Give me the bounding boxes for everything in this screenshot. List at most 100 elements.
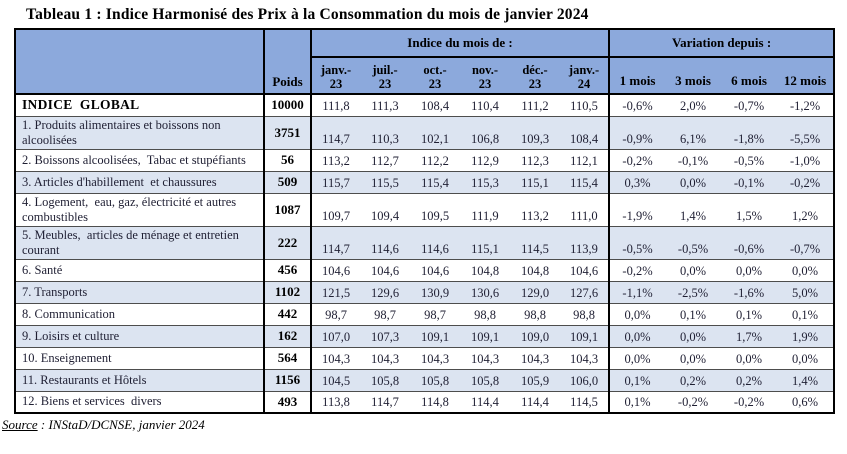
index-value: 114,4 (521, 395, 549, 409)
table-row: 5. Meubles, articles de ménage et entret… (15, 226, 835, 259)
index-value: 114,8 (421, 395, 449, 409)
variation-value: 0,0% (624, 307, 651, 322)
index-value: 113,8 (322, 395, 350, 409)
index-value: 109,0 (510, 325, 560, 347)
index-value: 98,7 (374, 307, 396, 322)
index-value: 110,3 (360, 116, 410, 149)
index-value: 104,3 (370, 351, 400, 366)
row-label: 3. Articles d'habillement et chaussures (15, 171, 265, 193)
index-value: 109,1 (560, 325, 611, 347)
index-value: 113,2 (322, 153, 350, 168)
variation-value: -0,1% (721, 171, 778, 193)
variation-value: 0,1% (736, 307, 763, 322)
variation-value: -5,5% (777, 116, 835, 149)
index-value: 105,8 (410, 369, 460, 391)
row-label: INDICE GLOBAL (15, 94, 265, 116)
variation-value: -0,2% (622, 153, 653, 168)
variation-value: -0,9% (609, 116, 666, 149)
row-label: 4. Logement, eau, gaz, électricité et au… (15, 193, 265, 226)
variation-column-header: 12 mois (777, 57, 835, 94)
index-value: 112,2 (421, 153, 449, 168)
index-value: 115,7 (311, 171, 360, 193)
index-value: 111,0 (560, 193, 611, 226)
index-value: 115,5 (360, 171, 410, 193)
variation-column-header: 3 mois (665, 57, 722, 94)
variation-value: 0,2% (665, 369, 722, 391)
index-value: 115,4 (560, 171, 611, 193)
variation-value: 0,0% (609, 325, 666, 347)
index-value: 104,6 (420, 263, 450, 278)
index-value: 104,8 (520, 263, 550, 278)
poids-value: 56 (264, 149, 312, 171)
indices-group-header: Indice du mois de : (311, 29, 611, 58)
variation-value: 0,0% (736, 351, 763, 366)
index-value: 104,3 (321, 351, 351, 366)
variation-value: 0,0% (665, 171, 722, 193)
index-value: 111,8 (322, 98, 350, 113)
index-value: 105,9 (510, 369, 560, 391)
poids-value: 442 (264, 303, 312, 325)
variation-value: 6,1% (665, 116, 722, 149)
index-value: 112,1 (560, 149, 611, 171)
variation-value: -1,9% (622, 208, 653, 223)
index-value: 102,1 (410, 116, 460, 149)
index-value: 127,6 (560, 281, 611, 303)
index-value: 104,3 (560, 347, 611, 369)
index-value: 114,7 (371, 395, 399, 409)
index-value: 129,6 (360, 281, 410, 303)
poids-value: 1156 (264, 369, 312, 391)
index-value: 110,5 (560, 94, 611, 116)
page-title: Tableau 1 : Indice Harmonisé des Prix à … (26, 6, 589, 23)
index-value: 115,1 (460, 226, 510, 259)
variation-value: -0,5% (665, 226, 722, 259)
index-value: 98,7 (325, 307, 347, 322)
index-value: 98,7 (424, 307, 446, 322)
variation-value: 0,0% (792, 263, 819, 278)
row-label: 6. Santé (15, 259, 265, 281)
row-label: 8. Communication (15, 303, 265, 325)
variation-value: -2,5% (665, 281, 722, 303)
variation-value: 0,0% (624, 351, 651, 366)
variation-value: -0,6% (622, 98, 653, 113)
row-label: 5. Meubles, articles de ménage et entret… (15, 226, 265, 259)
variation-value: 1,7% (721, 325, 778, 347)
variation-value: 0,6% (792, 395, 819, 409)
index-value: 107,0 (311, 325, 360, 347)
poids-value: 564 (264, 347, 312, 369)
table-row: 4. Logement, eau, gaz, électricité et au… (15, 193, 835, 226)
index-value: 112,9 (471, 153, 499, 168)
table-row: 6. Santé 456 104,6 104,6 104,6 104,8 104,8 104,… (15, 259, 835, 281)
variation-value: -1,1% (609, 281, 666, 303)
table-row: 3. Articles d'habillement et chaussures 5… (15, 171, 835, 193)
month-column-header: janv.- 23 (311, 57, 360, 94)
poids-value: 222 (264, 226, 312, 259)
variation-value: 5,0% (777, 281, 835, 303)
index-value: 112,3 (521, 153, 549, 168)
index-value: 114,6 (410, 226, 460, 259)
variation-column-header: 6 mois (721, 57, 778, 94)
row-label: 7. Transports (15, 281, 265, 303)
index-value: 109,7 (321, 208, 351, 223)
index-value: 106,8 (460, 116, 510, 149)
table-row: 8. Communication 442 98,7 98,7 98,7 98,8 98,8 9… (15, 303, 835, 325)
variation-group-header: Variation depuis : (609, 29, 835, 58)
variation-value: 0,0% (665, 325, 722, 347)
row-label: 11. Restaurants et Hôtels (15, 369, 265, 391)
variation-value: 0,1% (792, 307, 819, 322)
table-row: 7. Transports 1102 121,5 129,6 130,9 130,6 129… (15, 281, 835, 303)
variation-value: -0,7% (733, 98, 765, 113)
index-value: 109,5 (420, 208, 450, 223)
table-header: Poids Indice du mois de : Variation depu… (15, 29, 835, 94)
table-row: INDICE GLOBAL 10000 111,8 111,3 108,4 110,4 11… (15, 94, 835, 116)
poids-value: 509 (264, 171, 312, 193)
index-value: 115,4 (410, 171, 460, 193)
label-column-header (15, 29, 265, 94)
index-value: 108,4 (560, 116, 611, 149)
variation-value: -0,5% (609, 226, 666, 259)
table-body: INDICE GLOBAL 10000 111,8 111,3 108,4 110,4 11… (15, 94, 835, 413)
index-value: 114,4 (471, 395, 499, 409)
poids-value: 3751 (264, 116, 312, 149)
table-row: 1. Produits alimentaires et boissons non… (15, 116, 835, 149)
index-value: 104,3 (420, 351, 450, 366)
index-value: 129,0 (510, 281, 560, 303)
